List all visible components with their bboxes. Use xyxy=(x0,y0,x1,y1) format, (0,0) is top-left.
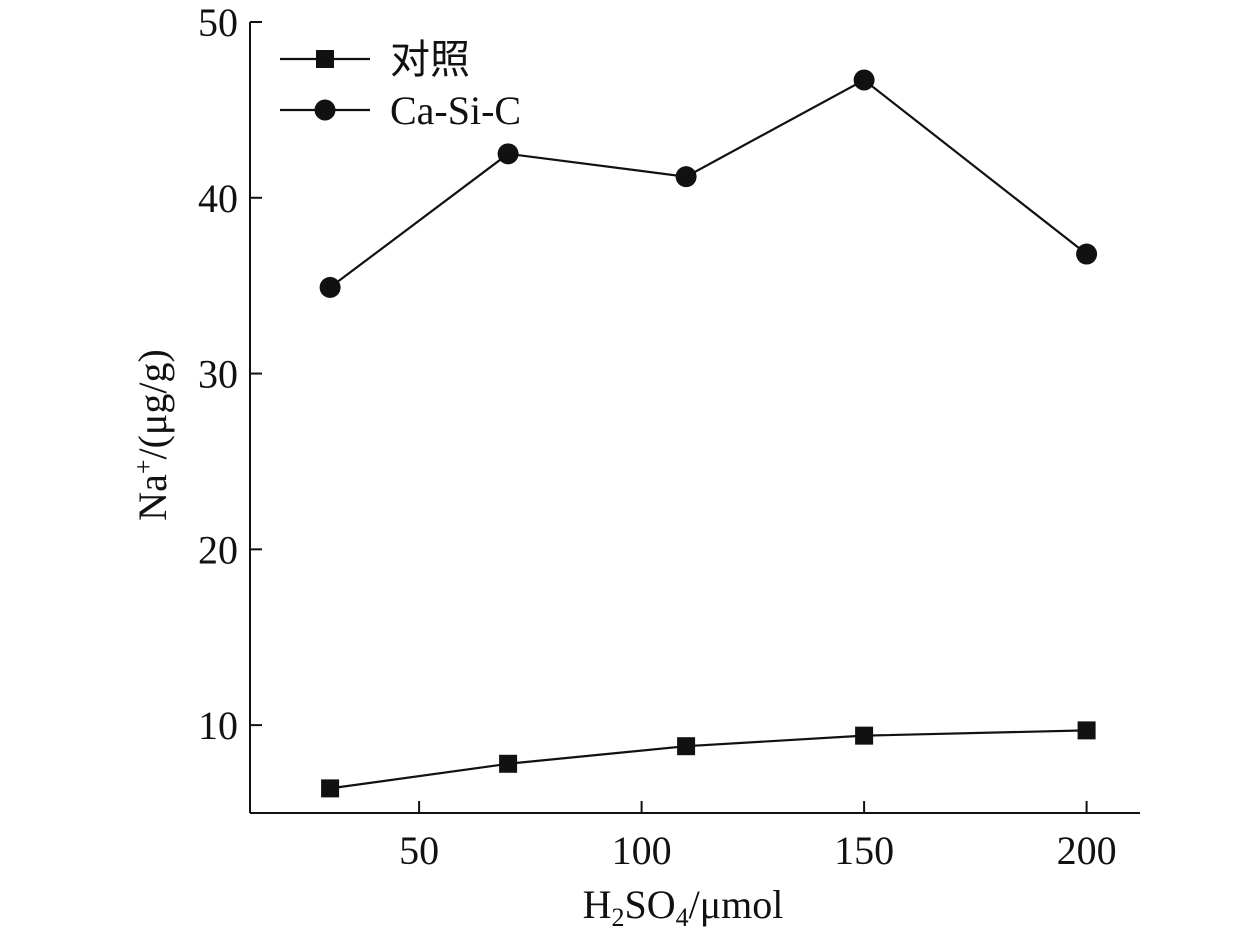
axes xyxy=(249,22,1140,814)
data-point-control xyxy=(499,754,518,773)
x-tick-label: 150 xyxy=(834,828,894,873)
y-tick-label: 50 xyxy=(198,0,238,45)
data-point-control xyxy=(855,726,874,745)
y-tick-label: 30 xyxy=(198,352,238,397)
x-tick-label: 50 xyxy=(399,828,439,873)
data-point-ca-si-c xyxy=(675,166,697,188)
x-tick-label: 100 xyxy=(612,828,672,873)
legend-circle-marker xyxy=(314,99,336,121)
y-tick-label: 10 xyxy=(198,703,238,748)
legend-item-control: 对照 xyxy=(280,37,470,82)
data-point-control xyxy=(1077,721,1096,740)
data-point-ca-si-c xyxy=(497,143,519,165)
data-point-ca-si-c xyxy=(319,276,341,298)
y-tick-label: 40 xyxy=(198,176,238,221)
y-tick-label: 20 xyxy=(198,527,238,572)
data-point-control xyxy=(321,779,340,798)
y-axis-label: Na+/(μg/g) xyxy=(129,349,175,521)
legend: 对照 Ca-Si-C xyxy=(280,37,521,133)
legend-label-control: 对照 xyxy=(390,37,470,82)
x-tick-label: 200 xyxy=(1057,828,1117,873)
data-point-ca-si-c xyxy=(1076,243,1098,265)
series-line-control xyxy=(329,729,1087,790)
x-axis-label: H2SO4/μmol xyxy=(583,882,784,932)
data-point-control xyxy=(677,737,696,756)
data-point-ca-si-c xyxy=(853,69,875,91)
legend-item-ca-si-c: Ca-Si-C xyxy=(280,88,521,133)
series-layer xyxy=(319,69,1098,798)
legend-label-ca-si-c: Ca-Si-C xyxy=(390,88,521,133)
legend-square-marker xyxy=(316,50,334,68)
y-ticks: 10 20 30 40 50 xyxy=(198,0,262,748)
x-ticks: 50 100 150 200 xyxy=(399,801,1117,873)
